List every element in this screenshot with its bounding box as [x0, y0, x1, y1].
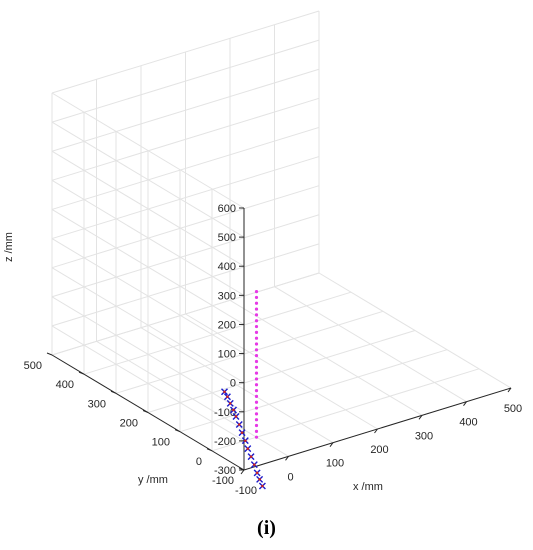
y-tick-label: -100	[212, 475, 234, 487]
data-point	[254, 354, 259, 358]
data-point	[237, 423, 241, 426]
x-tick-label: 100	[326, 458, 344, 470]
x-tick-mark	[285, 456, 289, 461]
x-tick-mark	[329, 442, 334, 447]
x-tick-label: -100	[235, 485, 257, 497]
data-point	[254, 348, 259, 352]
chart-3d-plot: -100 0 100 200 300 400 500 -100 0 100 200 300 400 500…	[3, 10, 523, 497]
panel-label: (i)	[257, 517, 276, 539]
y-axis-label: y /mm	[138, 474, 168, 486]
data-point	[253, 463, 256, 466]
data-point	[254, 435, 259, 439]
z-axis-label: z /mm	[3, 232, 15, 262]
z-tick-label: -300	[214, 465, 236, 477]
y-tick-mark	[142, 410, 149, 413]
data-point	[226, 395, 229, 399]
z-tick-label: 100	[218, 349, 236, 361]
data-point	[258, 478, 261, 481]
data-point	[254, 365, 259, 369]
data-point	[261, 484, 264, 488]
data-point	[254, 319, 259, 323]
data-point	[254, 418, 259, 422]
x-tick-label: 0	[287, 471, 293, 483]
data-point	[246, 447, 250, 450]
data-point	[234, 415, 238, 418]
y-tick-label: 300	[88, 398, 106, 410]
data-point	[254, 371, 259, 375]
data-point	[254, 290, 259, 294]
data-point	[254, 388, 259, 393]
data-point	[254, 394, 259, 399]
z-tick-label: 500	[218, 232, 236, 244]
grid-line	[51, 126, 320, 210]
data-point	[244, 439, 247, 442]
y-tick-mark	[206, 448, 213, 452]
data-point	[254, 423, 259, 428]
tick-labels: -100 0 100 200 300 400 500 -100 0 100 200 300 400 500…	[24, 203, 523, 497]
grid-line	[83, 291, 352, 375]
data-point	[254, 336, 259, 340]
data-point	[254, 313, 259, 317]
data-point	[254, 400, 259, 404]
x-tick-label: 500	[504, 403, 522, 415]
grid-line	[51, 214, 320, 298]
grid-line	[51, 185, 320, 269]
grid-line	[51, 243, 320, 327]
z-tick-label: 300	[218, 290, 236, 302]
x-tick-mark	[418, 415, 423, 420]
y-tick-mark	[78, 371, 85, 375]
data-point	[254, 307, 259, 311]
grid-line	[179, 349, 448, 433]
data-point	[254, 342, 259, 346]
y-tick-mark	[110, 390, 117, 394]
x-tick-mark	[463, 401, 467, 406]
data-point	[254, 377, 259, 381]
data-point	[254, 295, 259, 300]
grid-line	[51, 156, 320, 240]
x-tick-label: 400	[459, 417, 477, 429]
data-point	[254, 406, 259, 410]
data-point	[232, 408, 235, 412]
data-points	[221, 290, 266, 490]
y-tick-mark	[174, 429, 181, 433]
grid-line	[51, 97, 320, 181]
axis-edges	[46, 207, 512, 475]
data-point	[254, 429, 259, 433]
data-point	[254, 412, 259, 416]
grid-line	[51, 272, 320, 356]
grid-line	[51, 39, 320, 123]
z-tick-label: -100	[214, 407, 236, 419]
data-point	[254, 324, 259, 329]
z-tick-label: 400	[218, 261, 236, 273]
x-tick-label: 200	[370, 444, 388, 456]
data-point	[249, 455, 253, 458]
data-point	[240, 431, 244, 434]
z-tick-label: 600	[218, 203, 236, 215]
data-point	[254, 330, 259, 334]
data-point	[228, 402, 232, 405]
y-tick-label: 100	[152, 437, 170, 449]
x-axis-label: x /mm	[353, 481, 383, 493]
x-tick-label: 300	[415, 430, 433, 442]
grid-line	[115, 310, 384, 394]
x-tick-mark	[507, 387, 512, 393]
data-point	[254, 359, 259, 364]
y-tick-label: 200	[120, 418, 138, 430]
y-tick-label: 0	[196, 456, 202, 468]
y-tick-label: 500	[24, 360, 42, 372]
data-point	[254, 383, 259, 387]
grid-line	[51, 10, 320, 94]
y-tick-mark	[46, 352, 53, 356]
y-tick-label: 400	[56, 379, 74, 391]
grid-line	[51, 68, 320, 152]
data-point	[223, 390, 226, 394]
z-tick-label: 0	[230, 378, 236, 390]
x-tick-mark	[374, 428, 378, 434]
data-point	[255, 471, 259, 475]
grid-line	[147, 330, 416, 413]
x-tick-mark	[240, 469, 245, 475]
data-point	[254, 301, 259, 305]
z-tick-label: 200	[218, 319, 236, 331]
z-tick-label: -200	[214, 436, 236, 448]
